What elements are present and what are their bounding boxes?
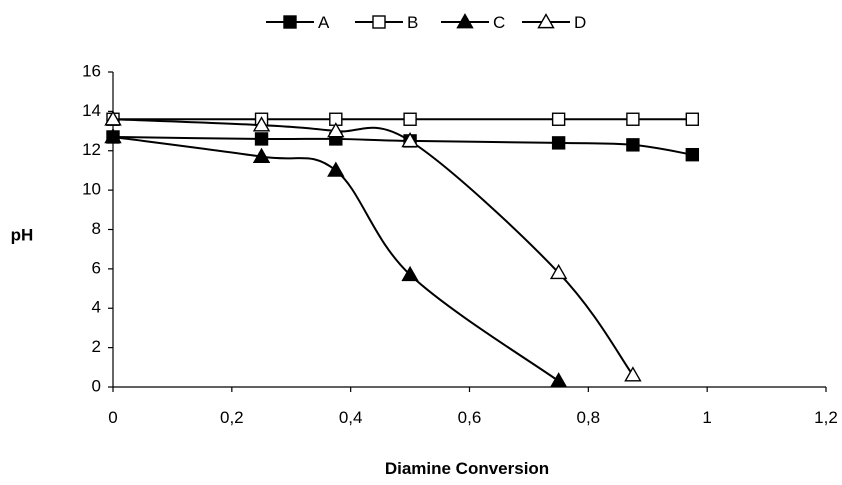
data-point-C <box>252 147 271 163</box>
data-point-A <box>551 136 566 150</box>
data-point-D <box>327 122 345 138</box>
data-point-B <box>403 112 417 126</box>
y-tick-label: 8 <box>92 219 101 238</box>
legend: A B C D <box>266 13 586 32</box>
data-point-C <box>549 372 568 388</box>
data-point-A <box>626 138 640 152</box>
y-tick-label: 10 <box>82 180 101 199</box>
data-point-A <box>254 132 269 146</box>
data-point-D <box>624 366 642 382</box>
data-point-B <box>551 112 566 126</box>
series-line-D <box>112 118 634 376</box>
legend-label: B <box>407 13 418 32</box>
data-point-C <box>327 161 345 177</box>
legend-item-D: D <box>522 13 586 32</box>
legend-item-C: C <box>441 13 505 32</box>
legend-marker <box>372 15 386 29</box>
series-B <box>106 112 700 126</box>
x-tick-label: 0,6 <box>458 408 482 427</box>
y-tick-label: 14 <box>82 101 101 120</box>
data-point-D <box>252 116 271 132</box>
data-point-D <box>401 131 419 148</box>
data-point-C <box>104 128 122 144</box>
legend-marker <box>456 13 474 29</box>
y-tick-label: 2 <box>92 337 101 356</box>
x-tick-label: 0,4 <box>339 408 363 427</box>
x-tick-label: 1,2 <box>814 408 838 427</box>
x-tick-label: 0,8 <box>577 408 601 427</box>
axes: 0 2 4 6 8 10 12 14 16 0 0,2 0,4 0,6 0,8 1 1,2 <box>82 61 838 427</box>
x-tick-label: 0,2 <box>220 408 244 427</box>
data-point-A <box>685 147 700 162</box>
y-axis-title: pH <box>11 225 34 244</box>
legend-marker <box>283 15 297 29</box>
data-point-B <box>685 112 700 126</box>
data-point-C <box>401 265 419 282</box>
series-C <box>104 128 568 388</box>
x-axis-title: Diamine Conversion <box>385 459 549 478</box>
legend-marker <box>537 13 555 29</box>
x-tick-label: 0 <box>108 408 117 427</box>
legend-item-B: B <box>355 13 418 32</box>
y-tick-label: 12 <box>82 140 101 159</box>
data-point-D <box>104 110 122 126</box>
data-point-D <box>549 263 568 280</box>
legend-label: C <box>493 13 505 32</box>
y-tick-label: 4 <box>92 298 101 317</box>
y-tick-label: 16 <box>82 61 101 80</box>
series-D <box>104 110 642 382</box>
y-tick-label: 6 <box>92 258 101 277</box>
series-layer <box>104 110 700 388</box>
data-point-B <box>626 112 640 126</box>
y-tick-label: 0 <box>92 376 101 395</box>
legend-label: A <box>318 13 330 32</box>
legend-label: D <box>574 13 586 32</box>
x-tick-label: 1 <box>702 408 711 427</box>
legend-item-A: A <box>266 13 330 32</box>
